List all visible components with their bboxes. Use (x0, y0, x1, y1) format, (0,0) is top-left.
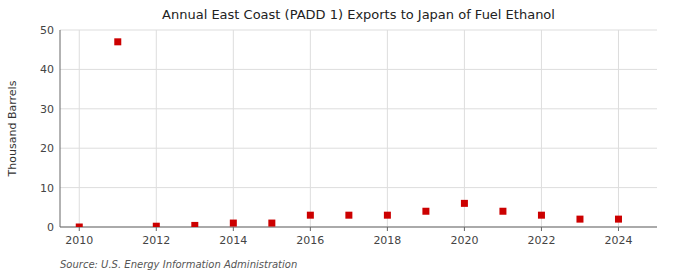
y-grid-line (60, 108, 657, 109)
y-axis-line (60, 30, 61, 227)
x-tick (541, 227, 542, 231)
grid (60, 30, 657, 227)
chart: 0 10 20 30 40 50 2010 2012 2014 2016 2018 2020 2022 2… (0, 0, 675, 275)
y-grid-line (60, 227, 657, 228)
x-tick (464, 227, 465, 231)
y-grid-line (60, 148, 657, 149)
point (384, 212, 391, 219)
y-tick-label: 50 (40, 24, 54, 37)
x-tick (156, 227, 157, 231)
x-tick-label: 2018 (373, 234, 401, 247)
point (576, 216, 583, 223)
x-tick (310, 227, 311, 231)
x-tick-label: 2020 (450, 234, 478, 247)
y-grid-line (60, 69, 657, 70)
x-grid-line (156, 30, 157, 227)
x-grid-line (79, 30, 80, 227)
x-tick-label: 2016 (296, 234, 324, 247)
title: Annual East Coast (PADD 1) Exports to Ja… (162, 7, 555, 22)
point (307, 212, 314, 219)
y-axis-label: Thousand Barrels (6, 80, 19, 177)
point (153, 223, 160, 227)
x-axis-line (60, 227, 657, 228)
point (345, 212, 352, 219)
x-tick (233, 227, 234, 231)
x-grid-line (387, 30, 388, 227)
point (499, 208, 506, 215)
points (76, 38, 622, 227)
x-grid-line (233, 30, 234, 227)
y-tick-label: 30 (40, 103, 54, 116)
y-tick-label: 10 (40, 182, 54, 195)
x-grid-line (618, 30, 619, 227)
x-tick (618, 227, 619, 231)
x-grid-line (310, 30, 311, 227)
x-tick-label: 2012 (142, 234, 170, 247)
point (268, 220, 275, 227)
point (538, 212, 545, 219)
x-tick-label: 2014 (219, 234, 247, 247)
point (76, 224, 83, 228)
y-grid-line (60, 30, 657, 31)
point (422, 208, 429, 215)
source: Source: U.S. Energy Information Administ… (60, 259, 297, 270)
x-tick-label: 2024 (604, 234, 632, 247)
point (461, 200, 468, 207)
x-tick (387, 227, 388, 231)
x-tick-label: 2022 (527, 234, 555, 247)
y-grid-line (60, 187, 657, 188)
y-tick-label: 0 (47, 221, 54, 234)
y-tick-label: 20 (40, 142, 54, 155)
point (114, 38, 121, 45)
x-tick (79, 227, 80, 231)
point (230, 220, 237, 227)
point (615, 216, 622, 223)
x-grid-line (464, 30, 465, 227)
x-grid-line (541, 30, 542, 227)
y-tick-label: 40 (40, 63, 54, 76)
x-tick-label: 2010 (65, 234, 93, 247)
point (191, 222, 198, 227)
